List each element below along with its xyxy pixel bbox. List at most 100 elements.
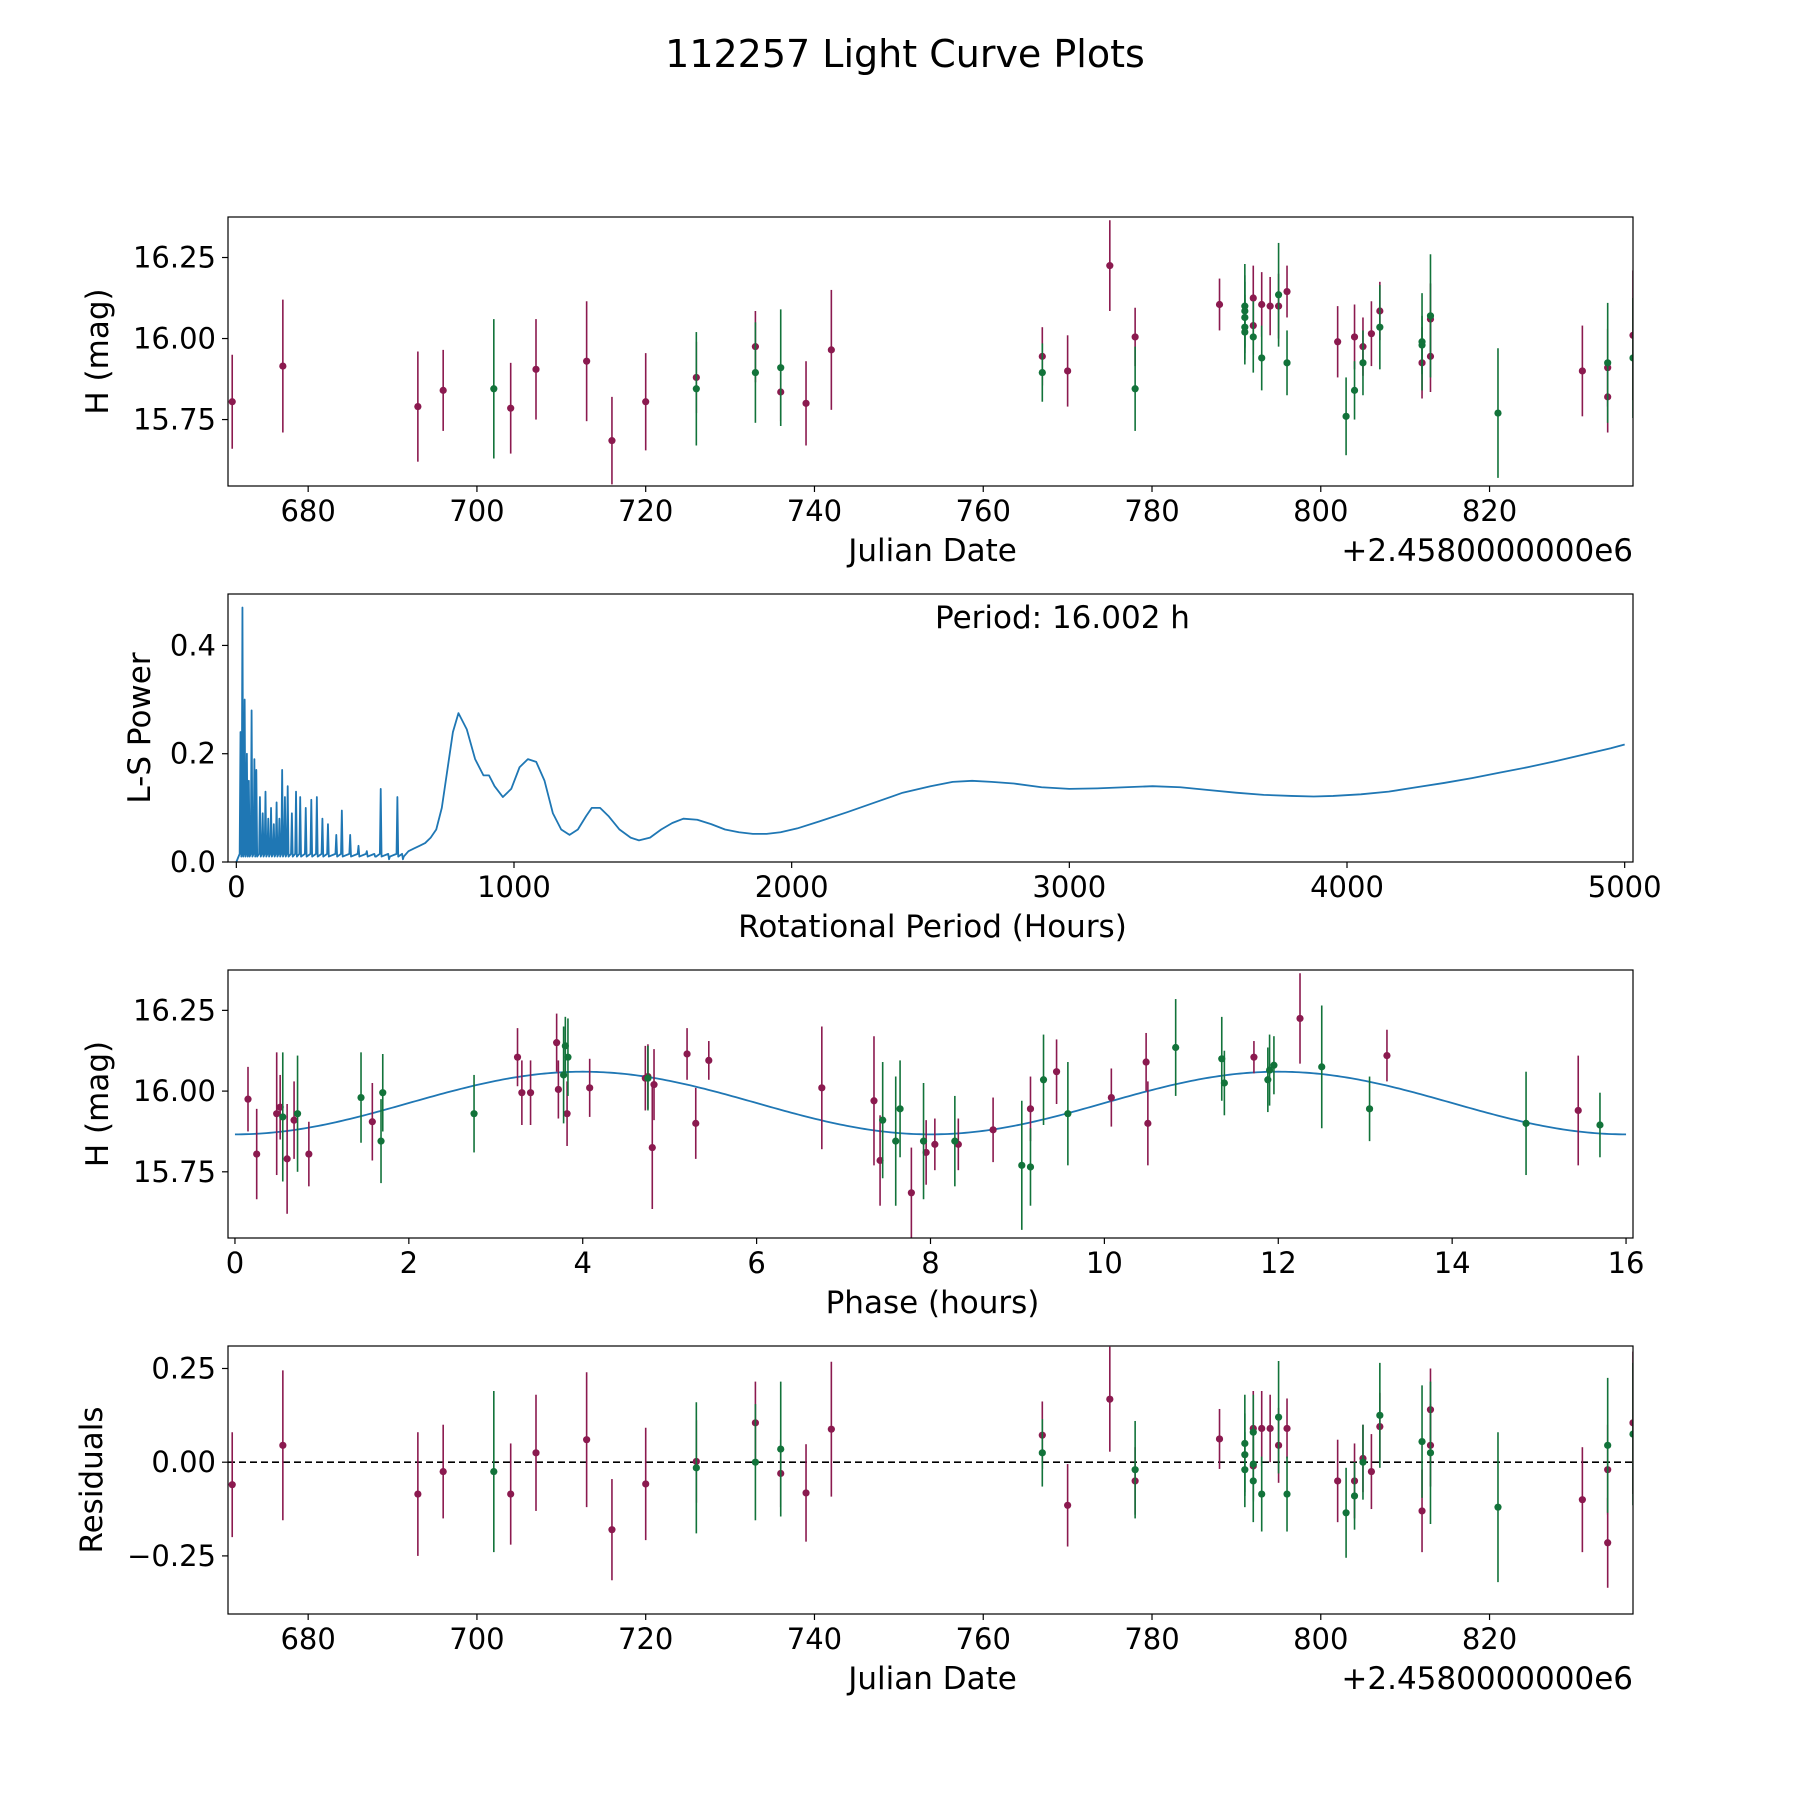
y-tick-label: 16.25 bbox=[133, 241, 216, 275]
x-tick-label: 760 bbox=[956, 1622, 1011, 1656]
data-point-band_b bbox=[892, 1137, 900, 1145]
data-point-band_b bbox=[692, 1464, 700, 1472]
data-point-band_a bbox=[870, 1097, 878, 1105]
x-tick-label: 720 bbox=[618, 1622, 673, 1656]
data-point-band_a bbox=[827, 1425, 835, 1433]
x-axis-label: Julian Date bbox=[846, 533, 1017, 569]
data-point-band_a bbox=[1296, 1014, 1304, 1023]
data-point-band_a bbox=[532, 365, 540, 373]
data-point-band_a bbox=[1052, 1068, 1061, 1076]
data-point-band_a bbox=[507, 1490, 515, 1498]
x-axis-label: Rotational Period (Hours) bbox=[738, 909, 1127, 945]
data-point-band_b bbox=[1494, 409, 1502, 417]
data-point-band_b bbox=[1604, 359, 1612, 367]
data-point-band_b bbox=[1038, 368, 1046, 377]
data-point-band_b bbox=[1249, 333, 1257, 341]
data-point-band_b bbox=[1318, 1063, 1326, 1071]
y-tick-label: 15.75 bbox=[133, 1155, 216, 1189]
data-point-band_b bbox=[1342, 412, 1350, 420]
data-point-band_b bbox=[1350, 386, 1359, 394]
data-point-band_b bbox=[1596, 1121, 1604, 1129]
data-point-band_a bbox=[683, 1050, 691, 1058]
data-point-band_a bbox=[608, 1526, 616, 1534]
data-point-band_b bbox=[490, 1467, 498, 1476]
data-point-band_b bbox=[470, 1110, 478, 1118]
data-point-band_a bbox=[922, 1148, 930, 1157]
axes-frame bbox=[227, 216, 1634, 487]
data-point-band_a bbox=[1418, 1507, 1426, 1515]
data-point-band_b bbox=[777, 364, 785, 372]
data-point-band_a bbox=[439, 1467, 447, 1476]
data-point-band_b bbox=[1365, 1105, 1374, 1113]
x-tick-label: 12 bbox=[1260, 1246, 1297, 1280]
data-point-band_a bbox=[1578, 367, 1586, 375]
data-point-band_a bbox=[802, 399, 810, 407]
data-point-band_a bbox=[290, 1116, 298, 1124]
data-point-band_a bbox=[586, 1084, 594, 1092]
data-point-band_b bbox=[1258, 354, 1266, 362]
axes-frame bbox=[227, 1345, 1634, 1615]
data-point-band_a bbox=[1131, 333, 1139, 341]
x-axis-label: Julian Date bbox=[846, 1661, 1017, 1697]
data-point-band_a bbox=[1574, 1106, 1582, 1115]
data-point-band_a bbox=[608, 437, 616, 445]
data-point-band_a bbox=[705, 1056, 713, 1065]
data-point-band_a bbox=[273, 1110, 281, 1118]
x-tick-label: 780 bbox=[1124, 1622, 1179, 1656]
x-tick-label: 5000 bbox=[1588, 870, 1662, 904]
data-point-band_a bbox=[554, 1085, 562, 1094]
y-tick-label: 0.25 bbox=[151, 1351, 216, 1385]
data-point-band_b bbox=[1038, 1449, 1046, 1457]
data-point-band_b bbox=[1629, 1430, 1633, 1438]
data-point-band_a bbox=[583, 1436, 591, 1444]
data-point-band_b bbox=[1241, 328, 1249, 336]
data-point-band_a bbox=[1250, 1053, 1258, 1061]
data-point-band_a bbox=[276, 1103, 284, 1111]
data-point-band_a bbox=[650, 1081, 658, 1089]
data-point-band_a bbox=[518, 1089, 526, 1097]
y-tick-label: 0.2 bbox=[170, 737, 216, 771]
data-point-band_b bbox=[1172, 1043, 1180, 1052]
panel-residuals: 680 700 720 740 760 780 800 820 −0.25 0.00 0.25 Jul… bbox=[74, 1345, 1634, 1697]
data-point-band_b bbox=[1522, 1119, 1530, 1127]
data-point-band_b bbox=[1376, 323, 1384, 331]
data-point-band_a bbox=[563, 1110, 571, 1118]
x-tick-label: 740 bbox=[787, 1622, 842, 1656]
period-annotation: Period: 16.002 h bbox=[935, 600, 1190, 636]
data-point-band_b bbox=[293, 1110, 302, 1118]
x-tick-label: 700 bbox=[449, 494, 504, 528]
data-point-band_a bbox=[642, 1480, 650, 1488]
data-point-band_b bbox=[919, 1137, 928, 1145]
data-point-band_a bbox=[507, 404, 515, 412]
figure-title: 112257 Light Curve Plots bbox=[665, 32, 1145, 76]
x-tick-label: 6 bbox=[747, 1246, 765, 1280]
axes-frame bbox=[227, 593, 1634, 863]
y-tick-label: 16.00 bbox=[133, 322, 216, 356]
data-point-band_a bbox=[642, 398, 650, 406]
plot-area-periodogram bbox=[235, 606, 1625, 862]
x-tick-label: 10 bbox=[1086, 1246, 1123, 1280]
data-point-band_b bbox=[1494, 1503, 1502, 1511]
x-tick-label: 2 bbox=[400, 1246, 418, 1280]
data-point-band_a bbox=[279, 1441, 287, 1449]
x-tick-label: 680 bbox=[280, 1622, 335, 1656]
data-point-band_b bbox=[1283, 359, 1291, 367]
x-tick-label: 3000 bbox=[1032, 870, 1106, 904]
data-point-band_b bbox=[1274, 1413, 1283, 1421]
data-point-band_b bbox=[377, 1137, 385, 1145]
x-tick-label: 800 bbox=[1293, 1622, 1348, 1656]
y-tick-label: 0.00 bbox=[151, 1445, 216, 1479]
x-tick-label: 0 bbox=[227, 870, 245, 904]
plot-area-lightcurve bbox=[228, 220, 1633, 485]
data-point-band_b bbox=[1418, 341, 1426, 349]
plot-area-residuals bbox=[228, 1346, 1633, 1588]
x-offset-label: +2.4580000000e6 bbox=[1341, 533, 1633, 569]
x-tick-label: 680 bbox=[280, 494, 335, 528]
data-point-band_b bbox=[692, 385, 700, 393]
y-tick-label: 15.75 bbox=[133, 403, 216, 437]
data-point-band_a bbox=[931, 1140, 939, 1148]
data-point-band_a bbox=[1106, 1395, 1114, 1403]
data-point-band_a bbox=[305, 1150, 313, 1158]
panel-lightcurve: 680 700 720 740 760 780 800 820 15.75 16.00 16.25 J… bbox=[80, 216, 1634, 569]
